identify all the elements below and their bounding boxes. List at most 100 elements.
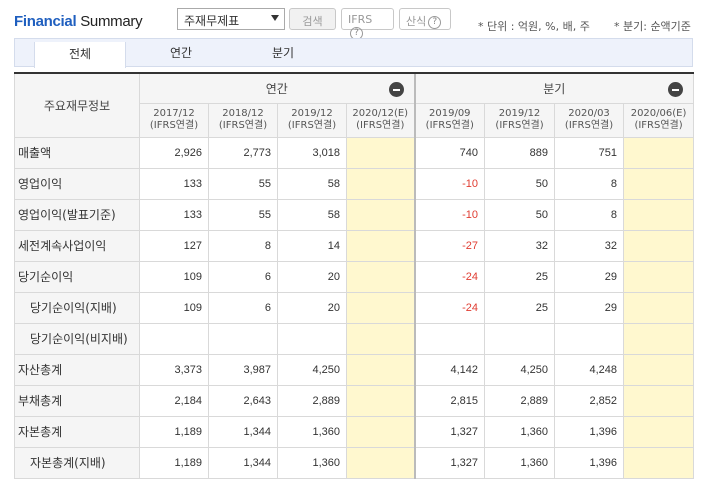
tab-annual[interactable]: 연간 xyxy=(169,46,193,60)
table-cell xyxy=(139,322,209,355)
unit-note: * 단위 : 억원, %, 배, 주 xyxy=(478,20,590,33)
ifrs-label: IFRS xyxy=(348,13,373,26)
period-header: 2017/12 (IFRS연결) xyxy=(139,102,209,138)
period-basis: (IFRS연결) xyxy=(287,120,337,131)
table-cell xyxy=(345,260,416,293)
period-header: 2019/12 (IFRS연결) xyxy=(277,102,347,138)
table-cell xyxy=(623,136,695,169)
table-cell: 32 xyxy=(484,229,556,262)
table-cell: 3,987 xyxy=(208,353,278,386)
period-header: 2020/03 (IFRS연결) xyxy=(554,102,625,138)
period-date: 2020/06(E) xyxy=(630,108,687,119)
row-header-label: 주요재무정보 xyxy=(14,72,140,138)
table-cell: 133 xyxy=(139,198,209,231)
table-cell: 1,360 xyxy=(484,415,556,448)
tab-quarterly[interactable]: 분기 xyxy=(271,46,295,60)
table-cell: 29 xyxy=(554,291,625,324)
row-label: 자본총계(지배) xyxy=(14,446,140,479)
collapse-quarter-icon[interactable] xyxy=(668,82,684,97)
table-cell: 127 xyxy=(139,229,209,262)
quarter-group-label: 분기 xyxy=(543,81,566,96)
table-cell: 6 xyxy=(208,260,278,293)
table-cell: 1,396 xyxy=(554,415,625,448)
table-cell xyxy=(345,136,416,169)
table-row: 매출액 2,926 2,773 3,018 740 889 751 xyxy=(14,136,695,169)
annual-group-label: 연간 xyxy=(265,81,288,96)
table-row: 당기순이익(지배) 109 6 20 -24 25 29 xyxy=(14,291,695,324)
table-cell: 58 xyxy=(277,198,347,231)
table-cell: -24 xyxy=(413,291,486,324)
table-cell xyxy=(623,260,695,293)
table-row: 영업이익(발표기준) 133 55 58 -10 50 8 xyxy=(14,198,695,231)
row-label: 당기순이익(지배) xyxy=(14,291,140,324)
financial-summary-table: 주요재무정보 연간 분기 2017/12 (IFRS연결) 2018/12 (IFRS… xyxy=(14,72,695,479)
table-cell: 2,852 xyxy=(554,384,625,417)
table-cell: 4,250 xyxy=(484,353,556,386)
statement-select[interactable]: 주재무제표 xyxy=(177,8,285,30)
table-cell: 1,189 xyxy=(139,415,209,448)
table-row: 자산총계 3,373 3,987 4,250 4,142 4,250 4,248 xyxy=(14,353,695,386)
period-basis: (IFRS연결) xyxy=(634,120,683,131)
table-cell xyxy=(623,353,695,386)
annual-group-header: 연간 xyxy=(138,72,416,104)
row-label: 부채총계 xyxy=(14,384,140,417)
table-cell xyxy=(345,167,416,200)
table-cell xyxy=(623,322,695,355)
table-cell: -10 xyxy=(413,167,486,200)
table-cell xyxy=(277,322,347,355)
table-cell: 740 xyxy=(413,136,486,169)
row-label: 당기순이익(비지배) xyxy=(14,322,140,355)
search-button[interactable]: 검색 xyxy=(289,8,336,30)
table-cell: 1,360 xyxy=(277,415,347,448)
period-header: 2018/12 (IFRS연결) xyxy=(208,102,278,138)
period-header: 2020/12(E) (IFRS연결) xyxy=(345,102,416,138)
table-cell xyxy=(345,291,416,324)
table-cell: 1,189 xyxy=(139,446,209,479)
table-cell: 1,344 xyxy=(208,415,278,448)
collapse-annual-icon[interactable] xyxy=(388,82,404,97)
period-basis: (IFRS연결) xyxy=(564,120,614,131)
table-cell: 1,396 xyxy=(554,446,625,479)
table-cell: 2,926 xyxy=(139,136,209,169)
row-label: 영업이익 xyxy=(14,167,140,200)
period-basis: (IFRS연결) xyxy=(495,120,544,131)
title-summary: Summary xyxy=(80,13,143,30)
period-basis: (IFRS연결) xyxy=(425,120,474,131)
table-cell: 2,889 xyxy=(484,384,556,417)
table-row: 자본총계 1,189 1,344 1,360 1,327 1,360 1,396 xyxy=(14,415,695,448)
table-cell: 1,360 xyxy=(484,446,556,479)
table-cell: 1,327 xyxy=(413,415,486,448)
table-cell xyxy=(413,322,486,355)
table-cell: 8 xyxy=(554,198,625,231)
table-cell: 4,142 xyxy=(413,353,486,386)
table-row: 당기순이익(비지배) xyxy=(14,322,695,355)
period-date: 2017/12 xyxy=(153,108,195,119)
row-label: 자본총계 xyxy=(14,415,140,448)
quarter-basis-note: * 분기: 순액기준 xyxy=(614,20,691,33)
period-date: 2019/12 xyxy=(498,108,541,119)
question-icon: ? xyxy=(428,15,442,29)
table-cell: 4,250 xyxy=(277,353,347,386)
formula-label: 산식 xyxy=(406,15,427,28)
period-header: 2019/12 (IFRS연결) xyxy=(484,102,556,138)
table-cell: -24 xyxy=(413,260,486,293)
table-row: 영업이익 133 55 58 -10 50 8 xyxy=(14,167,695,200)
table-cell: 109 xyxy=(139,260,209,293)
row-label: 자산총계 xyxy=(14,353,140,386)
table-cell: -27 xyxy=(413,229,486,262)
row-label: 매출액 xyxy=(14,136,140,169)
period-basis: (IFRS연결) xyxy=(218,120,268,131)
table-row: 당기순이익 109 6 20 -24 25 29 xyxy=(14,260,695,293)
table-cell xyxy=(345,353,416,386)
table-cell: 889 xyxy=(484,136,556,169)
table-cell xyxy=(623,384,695,417)
statement-select-value: 주재무제표 xyxy=(184,14,240,28)
table-cell xyxy=(623,229,695,262)
table-cell xyxy=(623,446,695,479)
ifrs-help-button[interactable]: IFRS? xyxy=(341,8,394,40)
table-cell: 2,889 xyxy=(277,384,347,417)
tab-all[interactable]: 전체 xyxy=(34,42,126,68)
table-cell: 20 xyxy=(277,291,347,324)
table-cell xyxy=(623,167,695,200)
formula-help-button[interactable]: 산식? xyxy=(399,8,451,30)
